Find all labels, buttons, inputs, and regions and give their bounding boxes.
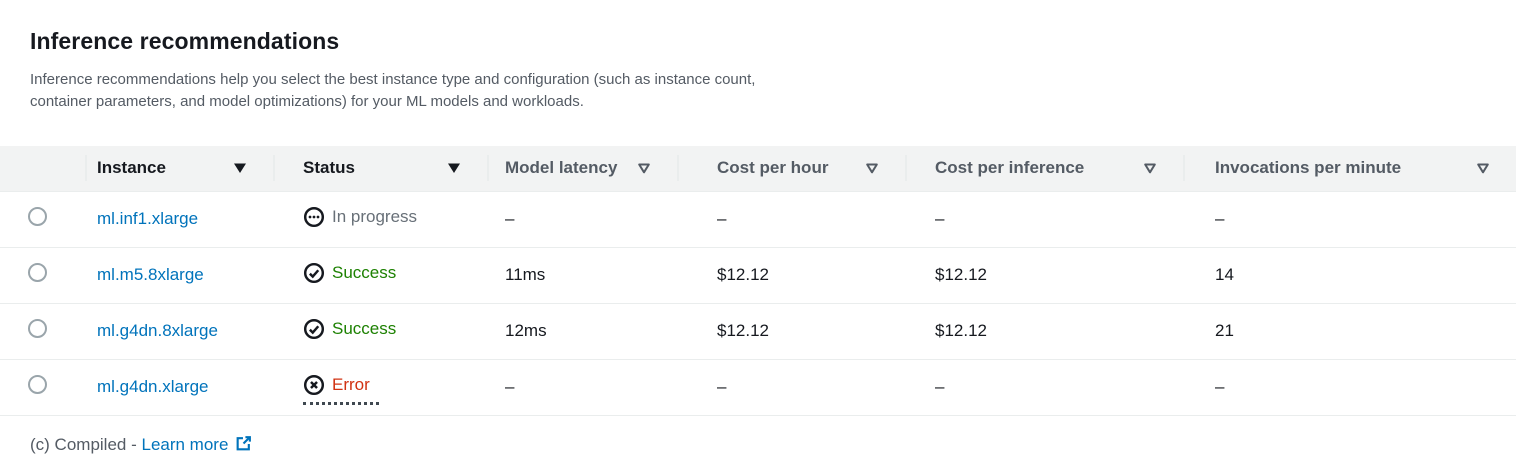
status-badge: In progress bbox=[303, 206, 417, 228]
invocations-per-minute-cell: – bbox=[1215, 377, 1225, 396]
status-cell: In progress bbox=[273, 191, 487, 247]
select-cell bbox=[0, 191, 85, 247]
invocations-per-minute-cell: 21 bbox=[1215, 321, 1234, 340]
column-label: Cost per inference bbox=[935, 158, 1085, 178]
select-cell bbox=[0, 303, 85, 359]
select-cell bbox=[0, 247, 85, 303]
column-label: Cost per hour bbox=[717, 158, 829, 178]
cost-per-inference-cell: $12.12 bbox=[935, 265, 987, 284]
model-latency-cell: 11ms bbox=[505, 265, 546, 284]
instance-link[interactable]: ml.inf1.xlarge bbox=[97, 209, 199, 228]
instance-cell: ml.g4dn.8xlarge bbox=[85, 303, 273, 359]
status-badge: Error bbox=[303, 374, 379, 405]
instance-cell: ml.g4dn.xlarge bbox=[85, 359, 273, 415]
success-icon bbox=[303, 262, 325, 283]
instance-link[interactable]: ml.g4dn.8xlarge bbox=[97, 321, 218, 340]
status-badge: Success bbox=[303, 262, 396, 284]
panel-header: Inference recommendations Inference reco… bbox=[0, 0, 1516, 113]
in-progress-icon bbox=[303, 206, 325, 227]
select-column-header bbox=[0, 146, 85, 191]
status-cell: Error bbox=[273, 359, 487, 415]
column-header-model-latency[interactable]: Model latency bbox=[487, 146, 677, 191]
column-header-cost-per-hour[interactable]: Cost per hour bbox=[677, 146, 905, 191]
column-header-status[interactable]: Status bbox=[273, 146, 487, 191]
status-cell: Success bbox=[273, 247, 487, 303]
status-label: Success bbox=[332, 318, 397, 338]
column-header-cost-per-inference[interactable]: Cost per inference bbox=[905, 146, 1183, 191]
page-title: Inference recommendations bbox=[30, 28, 340, 54]
cost-per-hour-cell: – bbox=[717, 377, 727, 396]
column-label: Status bbox=[303, 158, 355, 178]
status-label: Error bbox=[332, 374, 370, 394]
model-latency-cell: – bbox=[505, 209, 515, 228]
status-cell: Success bbox=[273, 303, 487, 359]
sort-triangle-outline-icon bbox=[1143, 162, 1157, 174]
row-radio-button[interactable] bbox=[28, 207, 47, 226]
model-latency-cell: – bbox=[505, 377, 515, 396]
page-description: Inference recommendations help you selec… bbox=[30, 71, 756, 110]
model-latency-cell: 12ms bbox=[505, 321, 547, 340]
instance-link[interactable]: ml.m5.8xlarge bbox=[97, 265, 204, 284]
instance-cell: ml.m5.8xlarge bbox=[85, 247, 273, 303]
instance-cell: ml.inf1.xlarge bbox=[85, 191, 273, 247]
inference-recommendations-table: Instance Status Model latency bbox=[0, 146, 1516, 416]
select-cell bbox=[0, 359, 85, 415]
table-row: ml.g4dn.8xlarge Success 12ms $12.12 $12.… bbox=[0, 303, 1516, 359]
sort-triangle-filled-icon bbox=[233, 162, 247, 174]
sort-triangle-outline-icon bbox=[1476, 162, 1490, 174]
sort-triangle-outline-icon bbox=[865, 162, 879, 174]
row-radio-button[interactable] bbox=[28, 263, 47, 282]
column-header-instance[interactable]: Instance bbox=[85, 146, 273, 191]
sort-triangle-filled-icon bbox=[447, 162, 461, 174]
cost-per-hour-cell: – bbox=[717, 209, 727, 228]
cost-per-inference-cell: – bbox=[935, 377, 945, 396]
row-radio-button[interactable] bbox=[28, 319, 47, 338]
row-radio-button[interactable] bbox=[28, 375, 47, 394]
error-icon bbox=[303, 374, 325, 395]
table-footer: (c) Compiled - Learn more bbox=[0, 416, 1516, 455]
table-row: ml.inf1.xlarge In progress – – – – bbox=[0, 191, 1516, 247]
status-label: In progress bbox=[332, 206, 418, 226]
invocations-per-minute-cell: – bbox=[1215, 209, 1225, 228]
success-icon bbox=[303, 318, 325, 339]
invocations-per-minute-cell: 14 bbox=[1215, 265, 1234, 284]
column-label: Model latency bbox=[505, 158, 618, 178]
cost-per-hour-cell: $12.12 bbox=[717, 321, 769, 340]
status-badge: Success bbox=[303, 318, 396, 340]
instance-link[interactable]: ml.g4dn.xlarge bbox=[97, 377, 209, 396]
sort-triangle-outline-icon bbox=[637, 162, 651, 174]
cost-per-inference-cell: $12.12 bbox=[935, 321, 987, 340]
table-header-row: Instance Status Model latency bbox=[0, 146, 1516, 191]
external-link-icon bbox=[235, 435, 252, 452]
status-label: Success bbox=[332, 262, 397, 282]
cost-per-inference-cell: – bbox=[935, 209, 945, 228]
column-label: Instance bbox=[97, 158, 166, 178]
footer-text: (c) Compiled - bbox=[30, 434, 137, 454]
column-label: Invocations per minute bbox=[1215, 158, 1402, 178]
table-row: ml.g4dn.xlarge Error – – – – bbox=[0, 359, 1516, 415]
cost-per-hour-cell: $12.12 bbox=[717, 265, 769, 284]
table-row: ml.m5.8xlarge Success 11ms $12.12 $12.12… bbox=[0, 247, 1516, 303]
column-header-invocations-per-minute[interactable]: Invocations per minute bbox=[1183, 146, 1516, 191]
learn-more-link[interactable]: Learn more bbox=[141, 435, 252, 454]
